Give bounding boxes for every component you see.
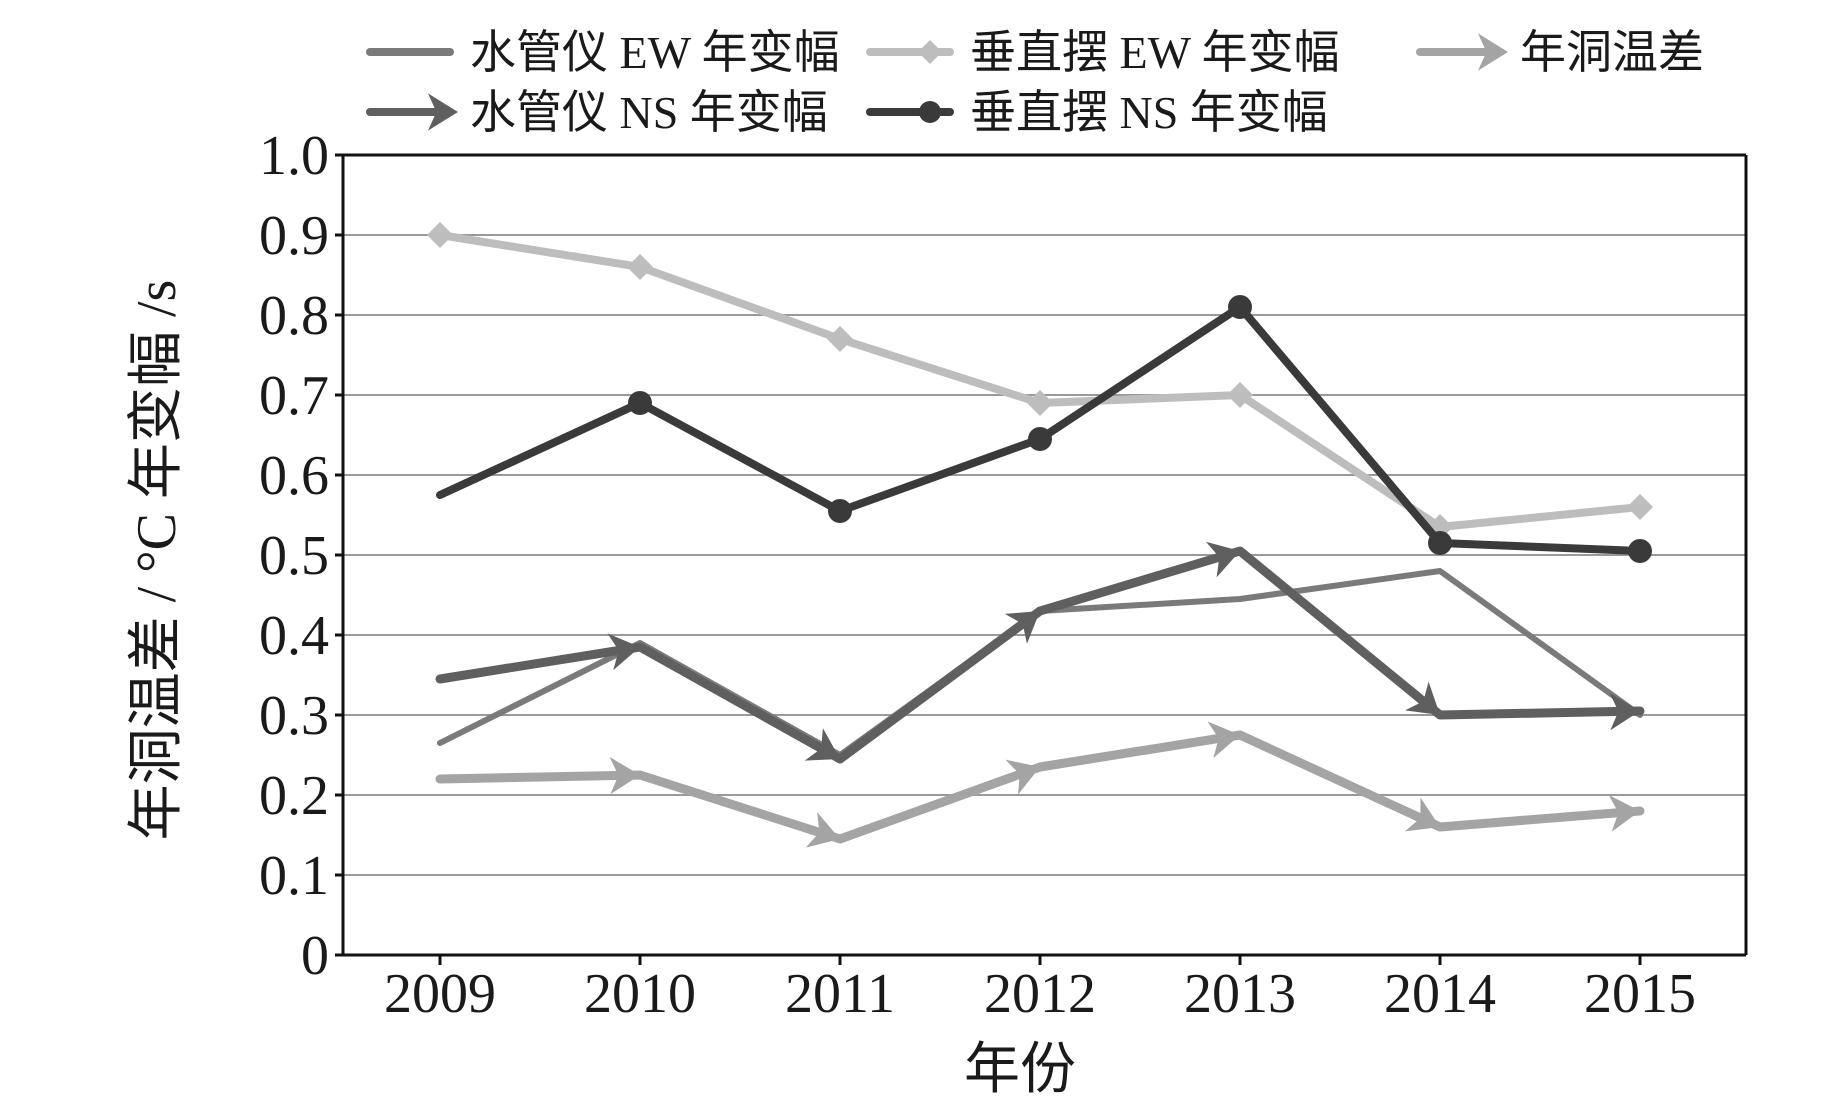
legend-item-2: 垂直摆 EW 年变幅	[866, 27, 1340, 78]
legend-label: 垂直摆 NS 年变幅	[970, 87, 1328, 138]
x-tick-label: 2010	[584, 963, 696, 1025]
data-point-marker	[1628, 539, 1652, 563]
legend-marker	[428, 93, 458, 131]
data-point-marker	[1227, 382, 1253, 408]
legend-item-1: 水管仪 EW 年变幅	[366, 27, 840, 78]
series-layer	[427, 222, 1653, 848]
axes: 0 0.1 0.2 0.3 0.4 0.5 0.6 0.7 0.8 0.9 1.0 2009 2010 2…	[259, 125, 1748, 1025]
legend-label: 水管仪 NS 年变幅	[470, 87, 828, 138]
y-tick-label: 0.2	[259, 765, 329, 827]
x-tick-label: 2015	[1584, 963, 1696, 1025]
data-point-marker	[1609, 693, 1640, 731]
y-tick-label: 0	[301, 925, 329, 987]
data-point-marker	[827, 326, 853, 352]
legend-item-5: 垂直摆 NS 年变幅	[866, 87, 1328, 138]
legend-marker	[919, 101, 941, 123]
data-point-marker	[1405, 681, 1440, 715]
data-point-marker	[1028, 427, 1052, 451]
data-point-marker	[1404, 797, 1440, 832]
legend-marker	[1478, 33, 1508, 71]
data-point-marker	[609, 757, 640, 795]
data-point-marker	[1428, 531, 1452, 555]
data-point-marker	[427, 222, 453, 248]
data-point-marker	[828, 499, 852, 523]
x-tick-label: 2011	[785, 963, 895, 1025]
legend-item-3: 年洞温差	[1416, 27, 1704, 78]
series-line	[436, 231, 1644, 531]
data-point-marker	[1004, 611, 1040, 644]
x-axis-title: 年份	[964, 1039, 1076, 1101]
y-tick-label: 0.4	[259, 605, 329, 667]
y-axis-title: 年洞温差 / °C 年变幅 /s	[126, 280, 188, 841]
data-point-marker	[804, 728, 840, 761]
y-tick-label: 0.5	[259, 525, 329, 587]
data-point-marker	[1207, 721, 1240, 759]
legend-label: 年洞温差	[1520, 27, 1704, 78]
y-tick-label: 0.8	[259, 285, 329, 347]
y-tick-label: 1.0	[259, 125, 329, 187]
x-tick-label: 2014	[1384, 963, 1496, 1025]
data-point-marker	[1608, 794, 1640, 832]
series-5	[436, 295, 1652, 563]
y-tick-label: 0.9	[259, 205, 329, 267]
y-tick-label: 0.6	[259, 445, 329, 507]
series-4	[435, 541, 1645, 764]
legend-item-4: 水管仪 NS 年变幅	[366, 87, 828, 138]
data-point-marker	[1228, 295, 1252, 319]
legend-label: 垂直摆 EW 年变幅	[970, 27, 1340, 78]
legend-marker	[918, 40, 942, 64]
x-tick-label: 2009	[384, 963, 496, 1025]
data-point-marker	[1027, 390, 1053, 416]
data-point-marker	[1005, 759, 1040, 795]
data-point-marker	[805, 812, 840, 848]
legend-label: 水管仪 EW 年变幅	[470, 27, 840, 78]
x-tick-label: 2013	[1184, 963, 1296, 1025]
data-point-marker	[628, 391, 652, 415]
data-point-marker	[1205, 541, 1240, 578]
y-tick-label: 0.3	[259, 685, 329, 747]
data-point-marker	[607, 633, 640, 671]
data-point-marker	[1627, 494, 1653, 520]
series-3	[435, 721, 1645, 848]
y-tick-label: 0.7	[259, 365, 329, 427]
y-tick-label: 0.1	[259, 845, 329, 907]
x-tick-label: 2012	[984, 963, 1096, 1025]
data-point-marker	[627, 254, 653, 280]
series-2	[427, 222, 1653, 540]
